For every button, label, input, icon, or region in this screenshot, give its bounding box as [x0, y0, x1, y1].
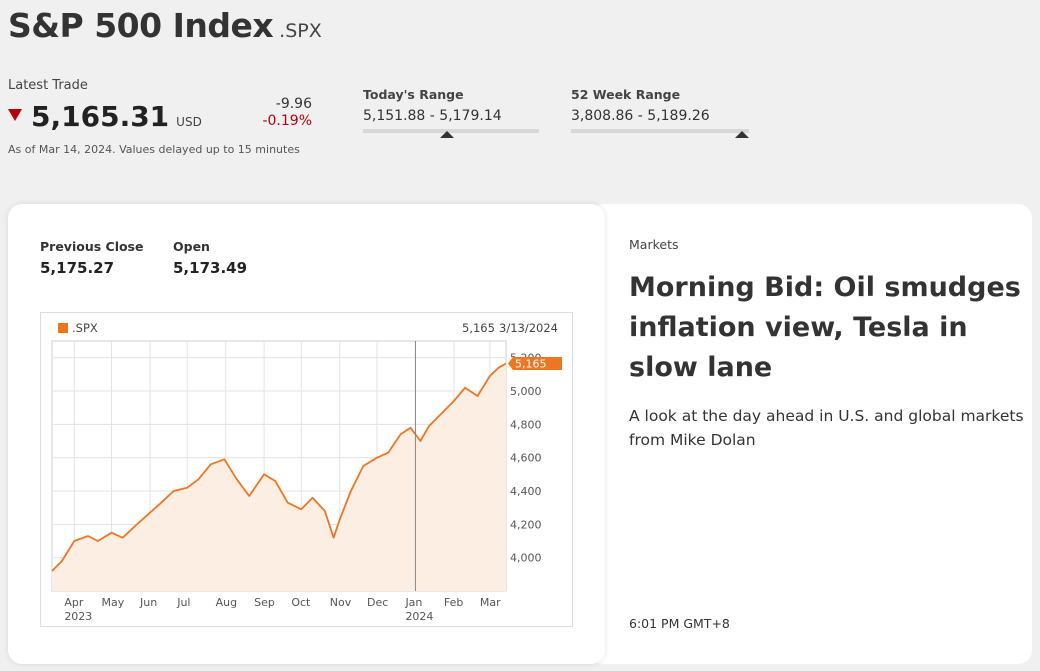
- week52-range-value: 3,808.86 - 5,189.26: [571, 108, 710, 124]
- x-tick-label: May: [102, 596, 125, 609]
- x-tick-label: Feb: [444, 596, 463, 609]
- series-area: [52, 363, 506, 591]
- article-headline[interactable]: Morning Bid: Oil smudges inflation view,…: [629, 272, 1021, 383]
- todays-range-marker: [440, 131, 455, 138]
- x-tick-label: Jun: [139, 596, 157, 609]
- x-tick-year-label: 2023: [64, 610, 92, 623]
- article-card[interactable]: Markets Morning Bid: Oil smudges inflati…: [590, 204, 1032, 664]
- x-tick-label: Aug: [216, 596, 237, 609]
- x-tick-year-label: 2024: [405, 610, 433, 623]
- latest-trade-label: Latest Trade: [8, 78, 88, 93]
- x-tick-label: Nov: [330, 596, 352, 609]
- y-tick-label: 4,400: [510, 485, 542, 498]
- last-value-flag: [508, 357, 562, 370]
- x-tick-label: Oct: [291, 596, 311, 609]
- x-tick-label: Apr: [64, 596, 84, 609]
- todays-range-value: 5,151.88 - 5,179.14: [363, 108, 502, 124]
- article-summary: A look at the day ahead in U.S. and glob…: [629, 407, 1024, 449]
- y-tick-label: 4,600: [510, 452, 542, 465]
- x-tick-label: Dec: [367, 596, 388, 609]
- change-value: -9.96: [275, 96, 312, 112]
- article-time: 6:01 PM GMT+8: [629, 616, 730, 631]
- chart-card: Previous Close 5,175.27 Open 5,173.49 5,…: [8, 204, 605, 664]
- page-title: S&P 500 Index .SPX: [8, 6, 322, 45]
- previous-close-label: Previous Close: [40, 239, 144, 254]
- y-tick-label: 4,800: [510, 418, 542, 431]
- y-tick-label: 4,000: [510, 552, 542, 565]
- open-label: Open: [173, 239, 210, 254]
- hover-date: 3/13/2024: [499, 321, 558, 335]
- price-chart[interactable]: 5,2005,0004,8004,6004,4004,2004,0005,165…: [40, 312, 573, 627]
- previous-close-value: 5,175.27: [40, 259, 115, 277]
- triangle-down-icon: [8, 109, 22, 121]
- week52-range-label: 52 Week Range: [571, 87, 681, 102]
- index-name: S&P 500 Index: [8, 6, 274, 45]
- change-percent: -0.19%: [262, 113, 312, 129]
- hover-value: 5,165: [462, 321, 495, 335]
- ticker-symbol: .SPX: [279, 20, 322, 42]
- article-section-tag[interactable]: Markets: [629, 237, 679, 252]
- open-value: 5,173.49: [173, 259, 248, 277]
- latest-price: 5,165.31: [31, 100, 170, 133]
- legend-label: .SPX: [72, 321, 98, 335]
- currency-label: USD: [176, 115, 202, 129]
- x-tick-label: Jul: [176, 596, 190, 609]
- latest-price-row: 5,165.31 USD: [8, 100, 202, 133]
- week52-range-marker: [734, 131, 749, 138]
- y-tick-label: 5,000: [510, 385, 542, 398]
- price-chart-svg[interactable]: 5,2005,0004,8004,6004,4004,2004,0005,165…: [41, 313, 572, 626]
- series-line: [51, 362, 507, 572]
- week52-range-bar: [571, 129, 749, 133]
- y-tick-label: 4,200: [510, 518, 542, 531]
- x-tick-label: Mar: [480, 596, 501, 609]
- x-tick-label: Jan: [404, 596, 422, 609]
- x-tick-label: Sep: [254, 596, 275, 609]
- legend-swatch: [58, 323, 68, 333]
- as-of-note: As of Mar 14, 2024. Values delayed up to…: [8, 143, 300, 156]
- price-change: -9.96 -0.19%: [230, 96, 312, 130]
- last-value-label: 5,165: [515, 358, 547, 371]
- todays-range-label: Today's Range: [363, 87, 464, 102]
